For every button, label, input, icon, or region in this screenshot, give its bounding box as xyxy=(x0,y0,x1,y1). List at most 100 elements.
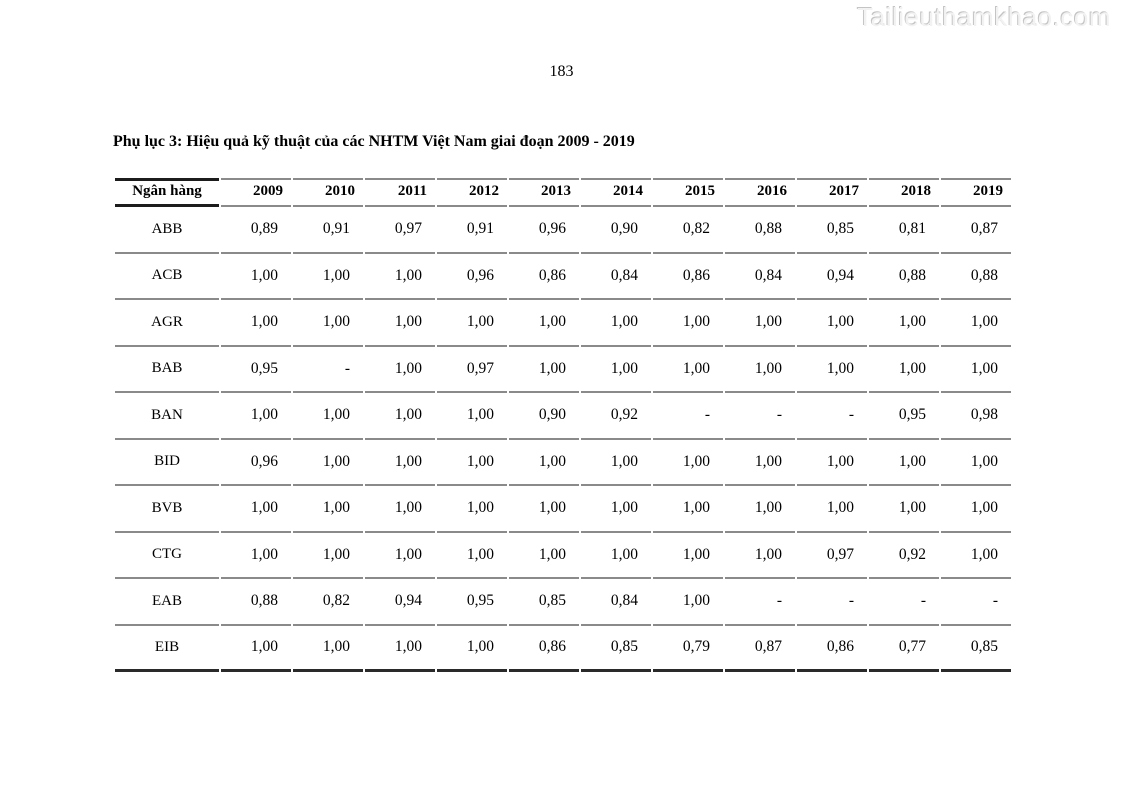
efficiency-value-cell: 1,00 xyxy=(581,300,651,347)
efficiency-value-cell: 1,00 xyxy=(653,579,723,626)
efficiency-value-cell: 0,96 xyxy=(509,207,579,254)
efficiency-value-cell: 0,88 xyxy=(869,254,939,300)
column-header-year: 2014 xyxy=(581,178,651,207)
efficiency-value-cell: 0,97 xyxy=(437,347,507,393)
efficiency-value-cell: 1,00 xyxy=(941,347,1011,393)
table-row: CTG 1,00 1,00 1,00 1,00 1,00 1,00 1,00 1,00 0,97 0… xyxy=(115,533,1011,579)
efficiency-value-cell: 0,85 xyxy=(581,626,651,672)
efficiency-value-cell: 0,79 xyxy=(653,626,723,672)
column-header-bank: Ngân hàng xyxy=(115,178,219,207)
efficiency-value-cell: 0,86 xyxy=(653,254,723,300)
bank-name-cell: CTG xyxy=(115,533,219,579)
efficiency-value-cell: 1,00 xyxy=(509,533,579,579)
table-body: ABB 0,89 0,91 0,97 0,91 0,96 0,90 0,82 0,88 0,85 0… xyxy=(115,207,1011,672)
efficiency-value-cell: 1,00 xyxy=(293,254,363,300)
efficiency-value-cell: 1,00 xyxy=(221,300,291,347)
efficiency-value-cell: - xyxy=(653,393,723,440)
efficiency-value-cell: 1,00 xyxy=(869,440,939,486)
efficiency-value-cell: 1,00 xyxy=(365,486,435,533)
efficiency-value-cell: 1,00 xyxy=(725,533,795,579)
bank-name-cell: EIB xyxy=(115,626,219,672)
watermark-text: Tailieuthamkhao.com xyxy=(857,2,1111,32)
efficiency-value-cell: 1,00 xyxy=(941,486,1011,533)
efficiency-value-cell: 0,97 xyxy=(365,207,435,254)
bank-name-cell: ABB xyxy=(115,207,219,254)
efficiency-value-cell: 1,00 xyxy=(509,486,579,533)
efficiency-value-cell: 0,97 xyxy=(797,533,867,579)
efficiency-value-cell: 0,87 xyxy=(725,626,795,672)
efficiency-value-cell: 1,00 xyxy=(221,486,291,533)
column-header-year: 2015 xyxy=(653,178,723,207)
efficiency-value-cell: 0,82 xyxy=(653,207,723,254)
column-header-year: 2017 xyxy=(797,178,867,207)
efficiency-value-cell: - xyxy=(725,393,795,440)
column-header-year: 2013 xyxy=(509,178,579,207)
efficiency-value-cell: 0,95 xyxy=(869,393,939,440)
efficiency-value-cell: 1,00 xyxy=(437,300,507,347)
efficiency-value-cell: 0,94 xyxy=(365,579,435,626)
efficiency-value-cell: 1,00 xyxy=(221,626,291,672)
efficiency-value-cell: 1,00 xyxy=(437,533,507,579)
efficiency-value-cell: 0,81 xyxy=(869,207,939,254)
efficiency-value-cell: 1,00 xyxy=(797,300,867,347)
efficiency-value-cell: 1,00 xyxy=(653,347,723,393)
efficiency-value-cell: 0,86 xyxy=(509,626,579,672)
efficiency-value-cell: 0,89 xyxy=(221,207,291,254)
efficiency-value-cell: 0,86 xyxy=(509,254,579,300)
efficiency-value-cell: 0,85 xyxy=(797,207,867,254)
efficiency-value-cell: 1,00 xyxy=(293,486,363,533)
efficiency-value-cell: 0,87 xyxy=(941,207,1011,254)
efficiency-value-cell: 1,00 xyxy=(869,347,939,393)
column-header-year: 2010 xyxy=(293,178,363,207)
efficiency-value-cell: - xyxy=(725,579,795,626)
bank-name-cell: AGR xyxy=(115,300,219,347)
efficiency-value-cell: 1,00 xyxy=(437,626,507,672)
efficiency-value-cell: 0,85 xyxy=(941,626,1011,672)
column-header-year: 2019 xyxy=(941,178,1011,207)
efficiency-value-cell: - xyxy=(293,347,363,393)
efficiency-value-cell: 0,82 xyxy=(293,579,363,626)
efficiency-value-cell: 1,00 xyxy=(509,300,579,347)
table-row: EIB 1,00 1,00 1,00 1,00 0,86 0,85 0,79 0,87 0,86 0… xyxy=(115,626,1011,672)
efficiency-value-cell: 1,00 xyxy=(365,626,435,672)
efficiency-value-cell: 1,00 xyxy=(365,347,435,393)
appendix-title: Phụ lục 3: Hiệu quả kỹ thuật của các NHT… xyxy=(113,133,635,150)
efficiency-value-cell: 0,84 xyxy=(581,254,651,300)
efficiency-value-cell: 1,00 xyxy=(293,533,363,579)
bank-name-cell: BID xyxy=(115,440,219,486)
efficiency-value-cell: 1,00 xyxy=(293,440,363,486)
table-row: BVB 1,00 1,00 1,00 1,00 1,00 1,00 1,00 1,00 1,00 1… xyxy=(115,486,1011,533)
column-header-year: 2009 xyxy=(221,178,291,207)
efficiency-value-cell: 1,00 xyxy=(437,486,507,533)
efficiency-value-cell: 0,96 xyxy=(437,254,507,300)
efficiency-value-cell: 1,00 xyxy=(725,300,795,347)
efficiency-value-cell: 1,00 xyxy=(221,533,291,579)
efficiency-value-cell: 1,00 xyxy=(653,440,723,486)
efficiency-value-cell: 0,92 xyxy=(869,533,939,579)
efficiency-value-cell: 0,98 xyxy=(941,393,1011,440)
efficiency-value-cell: 0,96 xyxy=(221,440,291,486)
efficiency-value-cell: 1,00 xyxy=(221,254,291,300)
efficiency-value-cell: 0,85 xyxy=(509,579,579,626)
efficiency-value-cell: - xyxy=(941,579,1011,626)
efficiency-value-cell: 1,00 xyxy=(365,393,435,440)
efficiency-value-cell: 0,84 xyxy=(581,579,651,626)
efficiency-value-cell: 0,92 xyxy=(581,393,651,440)
column-header-year: 2012 xyxy=(437,178,507,207)
efficiency-value-cell: 0,94 xyxy=(797,254,867,300)
efficiency-table: Ngân hàng 2009 2010 2011 2012 2013 2014 2015 201… xyxy=(113,178,1013,672)
bank-name-cell: BVB xyxy=(115,486,219,533)
efficiency-value-cell: 0,88 xyxy=(221,579,291,626)
efficiency-value-cell: 1,00 xyxy=(725,440,795,486)
efficiency-value-cell: 1,00 xyxy=(365,440,435,486)
efficiency-value-cell: 1,00 xyxy=(581,347,651,393)
efficiency-value-cell: 0,88 xyxy=(725,207,795,254)
efficiency-value-cell: 1,00 xyxy=(653,533,723,579)
table-row: BID 0,96 1,00 1,00 1,00 1,00 1,00 1,00 1,00 1,00 1… xyxy=(115,440,1011,486)
efficiency-value-cell: 0,84 xyxy=(725,254,795,300)
efficiency-value-cell: 1,00 xyxy=(581,533,651,579)
bank-name-cell: ACB xyxy=(115,254,219,300)
efficiency-value-cell: 0,91 xyxy=(437,207,507,254)
efficiency-value-cell: 1,00 xyxy=(725,347,795,393)
